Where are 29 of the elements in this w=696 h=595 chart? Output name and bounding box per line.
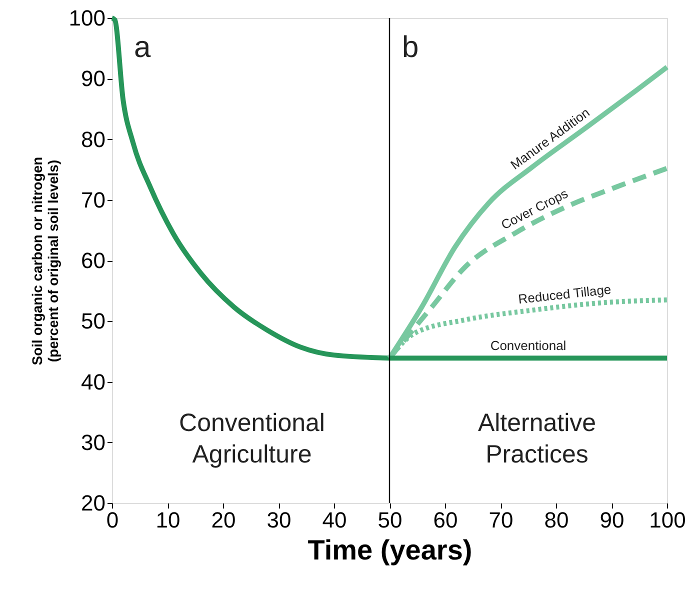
x-axis-title: Time (years): [308, 534, 472, 566]
series-label: Conventional: [490, 338, 566, 354]
x-tick-label: 30: [266, 508, 292, 532]
x-tick-label: 80: [544, 508, 569, 532]
text: Cover Crops: [498, 185, 571, 232]
x-tick-label: 0: [106, 508, 119, 532]
y-tick-label: 60: [81, 248, 106, 273]
x-tick-label: 60: [433, 508, 458, 532]
annotation: b: [402, 31, 419, 64]
x-tick-label: 100: [649, 508, 686, 532]
annotation: a: [134, 31, 151, 64]
x-tick-label: 40: [322, 508, 347, 532]
y-tick-label: 30: [81, 430, 106, 455]
x-tick-label: 50: [378, 508, 402, 532]
x-tick-label: 20: [211, 508, 236, 532]
annotation: Alternative Practices: [478, 409, 596, 468]
annotation: Conventional Agriculture: [179, 409, 325, 468]
y-tick-label: 100: [68, 6, 106, 30]
text: Reduced Tillage: [518, 282, 612, 307]
y-tick-label: 40: [81, 369, 106, 394]
y-tick-label: 80: [81, 126, 106, 152]
x-tick-label: 70: [488, 508, 514, 532]
y-tick-label: 20: [81, 490, 106, 516]
x-tick-label: 90: [600, 508, 624, 532]
y-tick-label: 70: [81, 187, 106, 212]
y-axis-title: Soil organic carbon or nitrogen (percent of original soil levels): [28, 156, 61, 366]
x-tick-label: 10: [156, 508, 180, 532]
y-tick-label: 50: [81, 308, 106, 334]
y-tick-label: 90: [81, 66, 106, 92]
